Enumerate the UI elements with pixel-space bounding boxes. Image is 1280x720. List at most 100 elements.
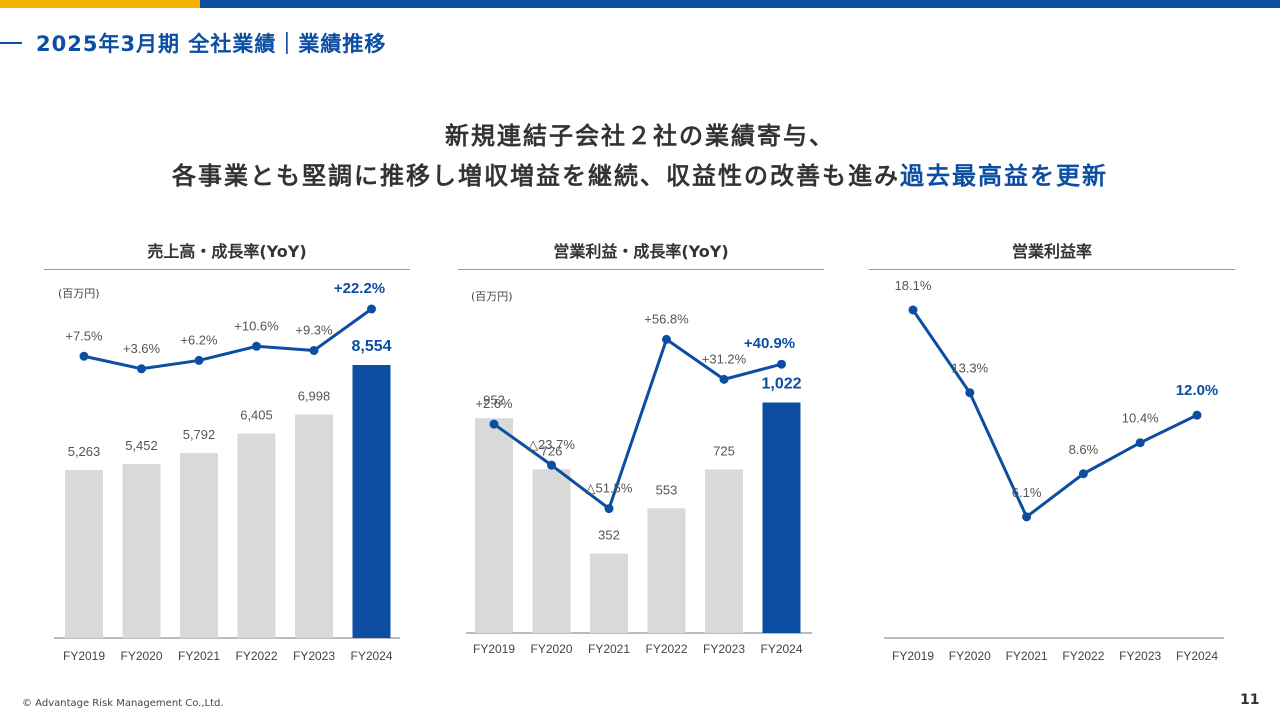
bar — [475, 418, 513, 633]
growth-label: +10.6% — [234, 318, 279, 333]
growth-point — [194, 355, 204, 365]
x-tick-label: FY2023 — [703, 642, 745, 656]
growth-line — [83, 307, 373, 371]
x-tick-label: FY2019 — [63, 649, 105, 663]
headline-line-1: 新規連結子会社２社の業績寄与、 — [445, 122, 835, 150]
panel-title-operating-margin: 営業利益率 — [1011, 242, 1092, 261]
growth-point — [252, 341, 261, 351]
growth-label: +31.2% — [702, 351, 747, 366]
bar — [180, 453, 218, 638]
title-dash — [0, 42, 22, 44]
panel-rule-sales — [44, 269, 410, 270]
bar-value-label: 1,022 — [761, 376, 801, 393]
bar — [65, 470, 103, 638]
growth-label: +2.6% — [475, 396, 513, 411]
x-tick-label: FY2022 — [235, 649, 277, 663]
growth-label: +9.3% — [295, 322, 333, 337]
margin-label: 18.1% — [895, 278, 932, 293]
x-tick-label: FY2019 — [473, 642, 515, 656]
bar-value-label: 5,452 — [125, 438, 158, 453]
growth-line — [493, 337, 782, 511]
x-tick-label: FY2020 — [530, 642, 572, 656]
x-tick-label: FY2024 — [760, 642, 802, 656]
bar — [352, 365, 391, 638]
growth-label: +40.9% — [744, 335, 795, 352]
x-tick-label: FY2020 — [949, 649, 991, 663]
growth-label: +56.8% — [644, 311, 689, 326]
growth-point — [489, 419, 499, 429]
x-tick-label: FY2022 — [645, 642, 687, 656]
panel-rule-operating-margin — [869, 269, 1235, 270]
bar-value-label: 725 — [713, 443, 735, 458]
bar — [762, 402, 801, 633]
x-tick-label: FY2019 — [892, 649, 934, 663]
growth-label: +22.2% — [334, 280, 385, 297]
margin-point — [908, 305, 918, 315]
x-tick-label: FY2022 — [1062, 649, 1104, 663]
growth-point — [309, 345, 319, 355]
growth-point — [79, 351, 89, 361]
bar-value-label: 5,792 — [183, 427, 216, 442]
bar-value-label: 352 — [598, 528, 620, 543]
headline-line-2-text: 各事業とも堅調に推移し増収増益を継続、収益性の改善も進み — [172, 162, 900, 190]
margin-label: 10.4% — [1122, 411, 1159, 426]
growth-label: +6.2% — [180, 332, 218, 347]
growth-point — [137, 364, 146, 374]
panel-title-operating-profit: 営業利益・成長率(YoY) — [553, 242, 729, 261]
x-tick-label: FY2020 — [120, 649, 162, 663]
page-number: 11 — [1240, 692, 1260, 708]
top-accent-bar — [0, 0, 1280, 8]
headline-line-2: 各事業とも堅調に推移し増収増益を継続、収益性の改善も進み過去最高益を更新 — [0, 156, 1280, 191]
margin-label: 8.6% — [1069, 442, 1099, 457]
bar-value-label: 8,554 — [351, 338, 391, 355]
margin-label: 6.1% — [1012, 485, 1042, 500]
bar — [295, 414, 333, 638]
growth-label: +7.5% — [65, 328, 103, 343]
margin-point — [1192, 410, 1202, 420]
bar — [532, 469, 571, 633]
x-tick-label: FY2021 — [588, 642, 630, 656]
growth-point — [777, 359, 786, 369]
bar-value-label: 952 — [483, 392, 505, 407]
bar-value-label: 6,998 — [298, 389, 331, 404]
growth-point — [719, 374, 729, 384]
bar-value-label: 6,405 — [240, 408, 273, 423]
unit-label-sales: (百万円) — [58, 287, 100, 300]
growth-point — [367, 304, 376, 314]
unit-label-operating-profit: (百万円) — [471, 290, 513, 303]
top-accent-bar-yellow — [0, 0, 200, 8]
bar — [590, 553, 628, 633]
margin-label: 12.0% — [1176, 382, 1219, 399]
growth-label: △51.5% — [586, 481, 633, 496]
margin-point — [965, 388, 975, 398]
x-tick-label: FY2021 — [178, 649, 220, 663]
headline-highlight: 過去最高益を更新 — [900, 162, 1108, 190]
margin-label: 13.3% — [951, 361, 988, 376]
margin-point — [1135, 438, 1145, 448]
x-tick-label: FY2023 — [293, 649, 335, 663]
bar — [705, 469, 743, 633]
x-tick-label: FY2021 — [1006, 649, 1048, 663]
bar-value-label: 726 — [541, 443, 563, 458]
margin-point — [1022, 512, 1032, 522]
x-tick-label: FY2023 — [1119, 649, 1161, 663]
growth-label: +3.6% — [123, 341, 161, 356]
panel-rule-operating-profit — [458, 269, 824, 270]
bar-value-label: 553 — [656, 482, 678, 497]
growth-label: △23.7% — [528, 437, 575, 452]
panel-title-sales: 売上高・成長率(YoY) — [147, 242, 307, 261]
copyright: © Advantage Risk Management Co.,Ltd. — [22, 698, 224, 709]
bar-value-label: 5,263 — [68, 444, 101, 459]
bar — [122, 464, 161, 638]
bar — [647, 508, 686, 633]
margin-line — [911, 309, 1198, 519]
margin-point — [1078, 469, 1088, 479]
growth-point — [604, 504, 614, 514]
page-title: 2025年3月期 全社業績｜業績推移 — [36, 32, 387, 56]
x-tick-label: FY2024 — [1176, 649, 1218, 663]
growth-point — [547, 460, 556, 470]
bar — [237, 433, 276, 638]
growth-point — [662, 334, 671, 344]
x-tick-label: FY2024 — [350, 649, 392, 663]
